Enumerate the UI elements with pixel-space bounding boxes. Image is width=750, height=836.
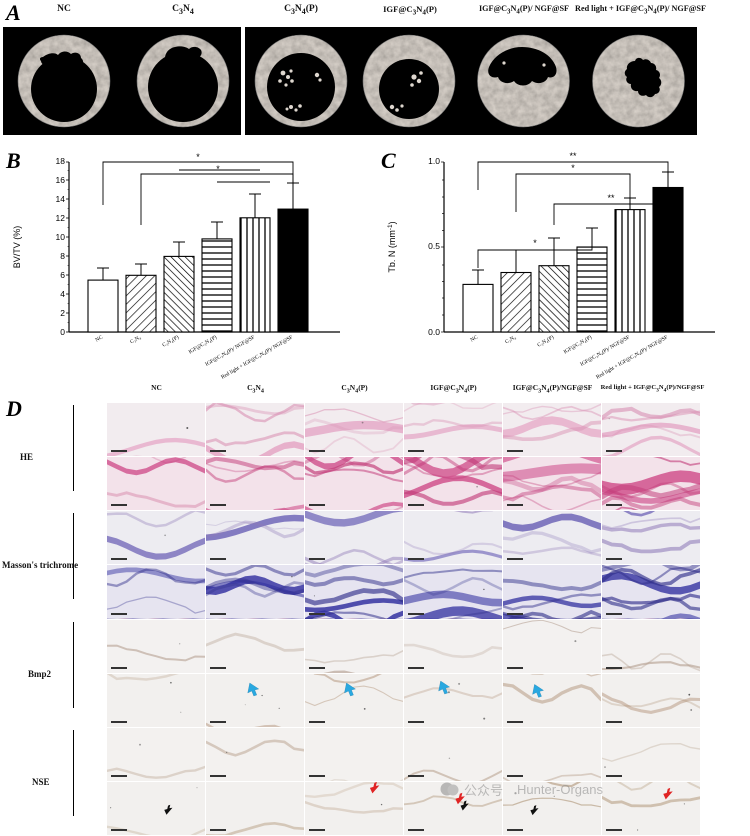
svg-text:Red light + IGF@C₃N₄(P)/ NGF@S: Red light + IGF@C₃N₄(P)/ NGF@SF: [595, 334, 669, 381]
svg-text:IGF@C₃N₄(P): IGF@C₃N₄(P): [187, 334, 218, 356]
svg-text:4: 4: [60, 289, 65, 299]
svg-text:*: *: [571, 163, 575, 173]
svg-text:16: 16: [56, 175, 66, 185]
svg-text:8: 8: [60, 251, 65, 261]
svg-text:2: 2: [60, 308, 65, 318]
svg-text:12: 12: [56, 213, 66, 223]
svg-text:C₃N₄(P): C₃N₄(P): [536, 334, 555, 349]
svg-text:14: 14: [56, 194, 66, 204]
svg-text:NC: NC: [470, 334, 480, 343]
svg-text:6: 6: [60, 270, 65, 280]
svg-text:**: **: [607, 193, 615, 203]
svg-text:NC: NC: [95, 334, 105, 343]
svg-text:C₃N₄: C₃N₄: [129, 334, 142, 345]
svg-text:18: 18: [56, 156, 66, 166]
svg-text:BV/TV (%): BV/TV (%): [12, 226, 22, 269]
svg-text:*: *: [196, 152, 200, 162]
svg-text:0: 0: [60, 327, 65, 337]
svg-text:**: **: [569, 151, 577, 161]
svg-text:0.5: 0.5: [428, 241, 440, 251]
svg-text:0.0: 0.0: [428, 327, 440, 337]
svg-text:C₃N₄(P): C₃N₄(P): [161, 334, 180, 349]
svg-text:IGF@C₃N₄(P): IGF@C₃N₄(P): [562, 334, 593, 356]
svg-text:*: *: [533, 238, 537, 248]
svg-text:Tb. N (mm-1): Tb. N (mm-1): [387, 221, 398, 272]
svg-text:*: *: [216, 164, 220, 174]
svg-text:C₃N₄: C₃N₄: [504, 334, 517, 345]
svg-text:1.0: 1.0: [428, 156, 440, 166]
svg-text:10: 10: [56, 232, 66, 242]
svg-text:Red light + IGF@C₃N₄(P)/ NGF@S: Red light + IGF@C₃N₄(P)/ NGF@SF: [220, 334, 294, 381]
